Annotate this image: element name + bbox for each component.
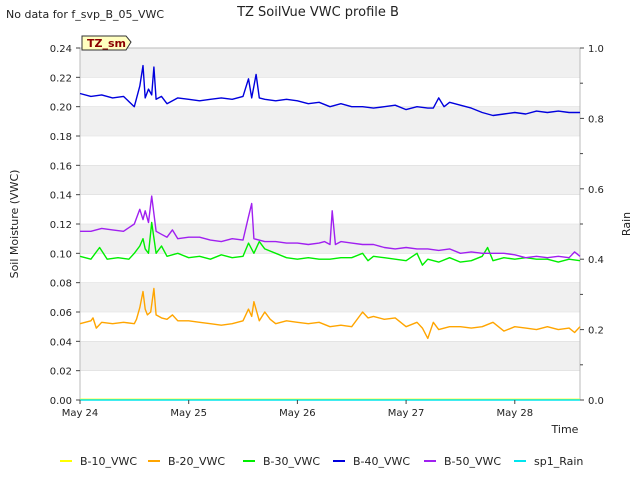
x-tick-label: May 24 bbox=[62, 408, 99, 419]
x-tick-label: May 25 bbox=[170, 408, 207, 419]
y-tick-label: 0.22 bbox=[50, 73, 72, 84]
series-line-b-40-vwc bbox=[79, 64, 580, 117]
series-layer bbox=[79, 64, 581, 401]
y-tick-label: 0.02 bbox=[50, 367, 72, 378]
legend-item-b-40-vwc: B-40_VWC bbox=[333, 455, 410, 468]
grid-band bbox=[80, 48, 580, 78]
badge-label: TZ_sm bbox=[87, 37, 126, 50]
y-tick-label: 0.08 bbox=[50, 279, 72, 290]
legend: B-10_VWC B-20_VWC B-30_VWC B-40_VWC B-50_VWC… bbox=[60, 455, 583, 468]
y-tick-label: 0.24 bbox=[50, 44, 72, 55]
legend-label: B-10_VWC bbox=[80, 455, 137, 468]
legend-item-b-10-vwc: B-10_VWC bbox=[60, 455, 137, 468]
legend-label: B-50_VWC bbox=[444, 455, 501, 468]
grid-band bbox=[80, 165, 580, 195]
y2-tick-label: 0.0 bbox=[588, 396, 604, 407]
legend-item-sp1-rain: sp1_Rain bbox=[514, 455, 583, 468]
grid-band bbox=[80, 341, 580, 371]
legend-label: B-30_VWC bbox=[263, 455, 320, 468]
y2-tick-label: 0.2 bbox=[588, 326, 604, 337]
y2-tick-label: 0.6 bbox=[588, 185, 604, 196]
series-line-b-50-vwc bbox=[80, 195, 581, 259]
y-tick-label: 0.14 bbox=[50, 191, 72, 202]
x-tick-label: May 28 bbox=[496, 408, 533, 419]
y2-axis: 0.0 0.2 0.4 0.6 0.8 1.0 bbox=[580, 44, 604, 407]
y2-tick-label: 0.8 bbox=[588, 114, 604, 125]
series-line-b-20-vwc bbox=[79, 287, 581, 340]
y2-axis-label: Rain bbox=[620, 212, 633, 236]
grid-band bbox=[80, 282, 580, 312]
y-tick-label: 0.00 bbox=[50, 396, 72, 407]
legend-item-b-50-vwc: B-50_VWC bbox=[424, 455, 501, 468]
y2-tick-label: 0.4 bbox=[588, 255, 604, 266]
x-axis: May 24 May 25 May 26 May 27 May 28 bbox=[62, 400, 533, 419]
tz-sm-badge: TZ_sm bbox=[81, 35, 132, 51]
legend-item-b-30-vwc: B-30_VWC bbox=[243, 455, 320, 468]
y-tick-label: 0.04 bbox=[50, 337, 72, 348]
x-tick-label: May 26 bbox=[279, 408, 316, 419]
grid-band bbox=[80, 106, 580, 136]
y-tick-label: 0.12 bbox=[50, 220, 72, 231]
y-tick-label: 0.16 bbox=[50, 161, 72, 172]
legend-label: B-40_VWC bbox=[353, 455, 410, 468]
y-axis-label: Soil Moisture (VWC) bbox=[8, 170, 21, 279]
y-tick-label: 0.06 bbox=[50, 308, 72, 319]
series-line-b-30-vwc bbox=[79, 221, 581, 266]
x-axis-label: Time bbox=[551, 423, 579, 436]
y2-tick-label: 1.0 bbox=[588, 44, 604, 55]
y-tick-label: 0.20 bbox=[50, 103, 72, 114]
y-axis: 0.00 0.02 0.04 0.06 0.08 0.10 0.12 0.14 0.16 0.18… bbox=[50, 44, 80, 407]
chart-title: TZ SoilVue VWC profile B bbox=[236, 5, 399, 20]
no-data-notice: No data for f_svp_B_05_VWC bbox=[6, 8, 164, 21]
y-tick-label: 0.18 bbox=[50, 132, 72, 143]
y-tick-label: 0.10 bbox=[50, 249, 72, 260]
legend-item-b-20-vwc: B-20_VWC bbox=[148, 455, 225, 468]
legend-label: sp1_Rain bbox=[534, 455, 583, 468]
x-tick-label: May 27 bbox=[388, 408, 425, 419]
legend-label: B-20_VWC bbox=[168, 455, 225, 468]
